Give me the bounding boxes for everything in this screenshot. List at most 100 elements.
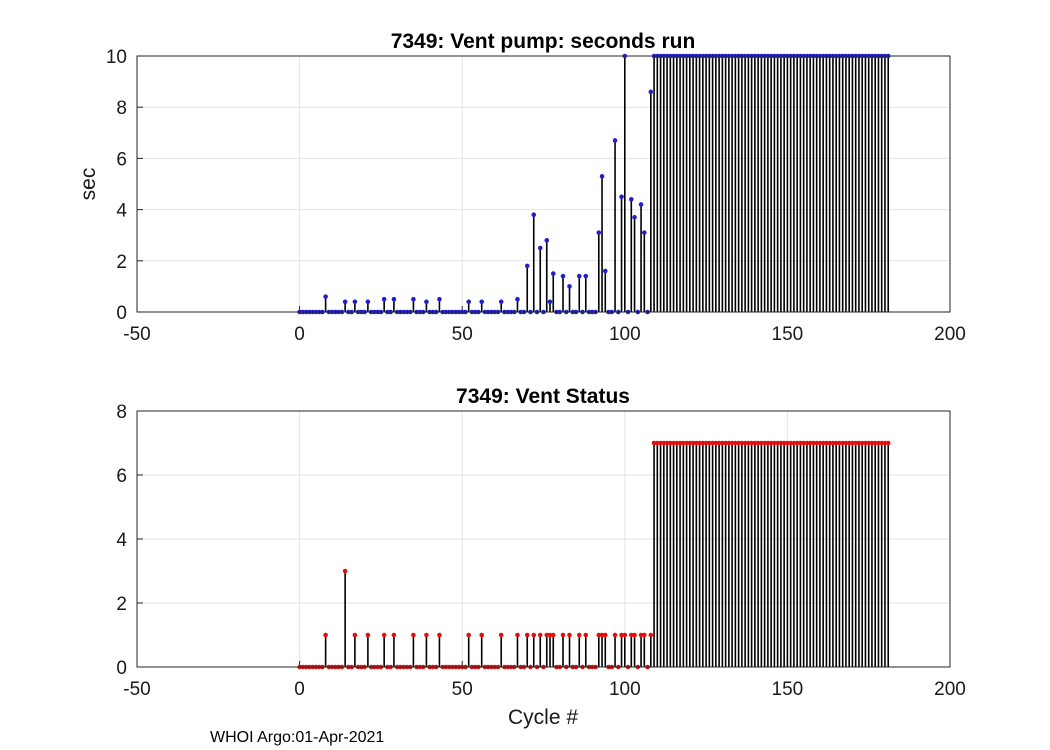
stem-marker xyxy=(599,174,605,179)
x-tick-label: 0 xyxy=(294,324,305,345)
stem-marker xyxy=(632,214,637,220)
stem-marker xyxy=(352,299,358,305)
footer-stamp: WHOI Argo:01-Apr-2021 xyxy=(210,729,384,746)
stem-marker xyxy=(466,299,472,305)
stem-marker xyxy=(537,245,543,251)
stem-marker xyxy=(479,632,485,638)
stem-marker xyxy=(365,632,371,638)
stem-marker xyxy=(596,230,602,235)
stem-marker xyxy=(531,632,537,638)
stem-marker xyxy=(498,299,504,305)
stem-marker xyxy=(411,632,416,638)
stem-marker xyxy=(560,632,566,638)
stem-marker xyxy=(524,632,530,638)
stem-marker xyxy=(550,271,556,276)
stem-marker xyxy=(391,632,397,638)
stem-marker xyxy=(642,230,647,235)
x-tick-label: 100 xyxy=(609,679,641,700)
stem-marker xyxy=(638,202,644,207)
x-tick-label: 200 xyxy=(934,679,966,700)
x-tick-label: 150 xyxy=(772,679,804,700)
stem-marker xyxy=(437,632,442,638)
stem-marker xyxy=(424,299,429,305)
stem-marker xyxy=(524,263,530,269)
stem-marker xyxy=(352,632,358,638)
chart-title: 7349: Vent Status xyxy=(456,385,630,408)
stem-marker xyxy=(466,632,472,638)
stem-marker xyxy=(648,632,654,638)
stem-marker xyxy=(583,273,589,279)
y-tick-label: 8 xyxy=(116,98,127,119)
x-tick-label: 100 xyxy=(609,324,641,345)
stem-marker xyxy=(537,632,543,638)
stem-marker xyxy=(632,632,637,638)
y-tick-label: 2 xyxy=(116,594,127,615)
stem-marker xyxy=(622,632,628,638)
x-tick-label: -50 xyxy=(123,324,150,345)
y-tick-label: 0 xyxy=(116,658,127,679)
x-tick-labels: -50 0 50 100 150 200 xyxy=(123,324,966,345)
chart-title: 7349: Vent pump: seconds run xyxy=(391,30,696,53)
stem-series xyxy=(297,440,891,670)
stem-marker xyxy=(612,138,618,143)
x-tick-label: 50 xyxy=(452,324,473,345)
plot-frame xyxy=(136,55,951,313)
plot-area xyxy=(137,56,950,312)
y-tick-label: 2 xyxy=(116,252,127,273)
stem-marker xyxy=(515,632,520,638)
stem-marker xyxy=(567,632,572,638)
stem-marker xyxy=(381,632,387,638)
y-tick-labels: 0 2 4 6 8 10 xyxy=(106,47,128,324)
stem-marker xyxy=(642,632,647,638)
stem-marker xyxy=(323,632,328,638)
stem-marker xyxy=(479,299,485,305)
stem-marker xyxy=(567,284,572,289)
stem-marker xyxy=(323,294,328,299)
stem-marker xyxy=(560,273,566,279)
stem-marker xyxy=(576,632,582,638)
y-tick-label: 10 xyxy=(106,47,127,68)
stem-marker xyxy=(437,296,442,302)
x-tick-label: 200 xyxy=(934,324,966,345)
stem-marker xyxy=(498,632,504,638)
stem-marker xyxy=(424,632,429,638)
stem-marker xyxy=(531,212,537,218)
stem-marker xyxy=(576,273,582,279)
stem-marker xyxy=(583,632,589,638)
x-tick-label: 0 xyxy=(294,679,305,700)
stem-marker xyxy=(550,632,556,638)
stem-marker xyxy=(612,632,618,638)
stem-marker xyxy=(544,238,550,243)
stem-marker xyxy=(648,89,654,95)
y-tick-label: 4 xyxy=(116,530,127,551)
stem-marker xyxy=(602,268,608,274)
stem-series xyxy=(297,53,891,315)
grid-lines xyxy=(136,410,951,668)
y-tick-label: 6 xyxy=(116,466,127,487)
stem-marker xyxy=(602,632,608,638)
y-tick-label: 6 xyxy=(116,149,127,170)
y-tick-label: 0 xyxy=(116,303,127,324)
x-tick-label: 150 xyxy=(772,324,804,345)
stem-marker xyxy=(381,296,387,302)
stem-marker xyxy=(885,440,891,446)
stem-marker xyxy=(515,296,520,302)
stem-marker xyxy=(411,296,416,302)
y-tick-labels: 0 2 4 6 8 xyxy=(116,402,127,679)
stem-marker xyxy=(365,299,371,305)
y-axis-label: sec xyxy=(77,168,100,201)
stem-marker xyxy=(342,299,348,305)
stem-marker xyxy=(391,296,397,302)
x-tick-label: -50 xyxy=(123,679,150,700)
x-tick-labels: -50 0 50 100 150 200 xyxy=(123,679,966,700)
stem-marker xyxy=(619,194,624,200)
stem-marker xyxy=(629,197,634,202)
y-tick-label: 4 xyxy=(116,201,127,222)
x-axis-label: Cycle # xyxy=(508,706,578,729)
x-tick-label: 50 xyxy=(452,679,473,700)
stem-marker xyxy=(547,299,553,305)
y-tick-label: 8 xyxy=(116,402,127,423)
